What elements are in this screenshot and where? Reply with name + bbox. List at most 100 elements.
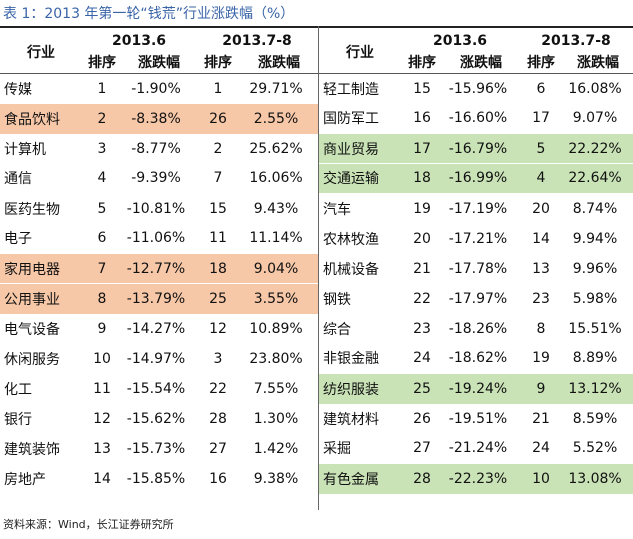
rank1-cell: 14	[93, 470, 111, 487]
change2-cell: 3.55%	[240, 283, 319, 314]
rank1-cell: 26	[413, 410, 431, 427]
table-row: 农林牧渔 20 -17.21% 14 9.94%	[319, 224, 633, 254]
rank2-cell: 2	[213, 140, 223, 157]
rank1-cell: 3	[97, 140, 107, 157]
rank2-cell: 16	[209, 470, 227, 487]
industry-cell: 房地产	[4, 471, 46, 488]
change2-cell: 11.14%	[249, 230, 303, 247]
rank1-cell: 20	[413, 230, 431, 247]
change1-cell: -13.79%	[122, 283, 196, 314]
rank2-header: 排序	[527, 55, 555, 71]
change1-cell: -15.54%	[126, 380, 186, 397]
rank2-cell: 12	[209, 320, 227, 337]
industry-cell: 传媒	[4, 81, 32, 98]
rank1-cell: 9	[97, 320, 107, 337]
change2-cell: 10.89%	[249, 320, 303, 337]
table-row: 国防军工 16 -16.60% 17 9.07%	[319, 104, 633, 134]
rank1-cell: 19	[413, 201, 431, 217]
change2-cell: 5.98%	[572, 290, 618, 307]
rank2-cell: 27	[209, 440, 227, 457]
table-row: 银行 12 -15.62% 28 1.30%	[0, 404, 318, 434]
rank2-cell: 25	[196, 283, 240, 314]
change2-header: 涨跌幅	[577, 55, 619, 71]
rank1-cell: 27	[413, 440, 431, 457]
rank2-cell: 11	[209, 230, 227, 247]
rank2-cell: 8	[536, 320, 546, 337]
table-row: 公用事业 8 -13.79% 25 3.55%	[0, 283, 319, 314]
industry-cell: 采掘	[323, 441, 351, 458]
table-row: 建筑装饰 13 -15.73% 27 1.42%	[0, 434, 318, 464]
change2-header: 涨跌幅	[258, 55, 300, 71]
industry-cell: 钢铁	[323, 291, 351, 308]
top-rule	[0, 26, 633, 28]
change2-cell: 8.89%	[572, 350, 618, 367]
rank1-cell: 5	[97, 201, 107, 217]
rank1-cell: 4	[82, 163, 122, 195]
rank2-cell: 20	[532, 201, 550, 217]
rank2-cell: 4	[519, 163, 563, 195]
change2-cell: 8.74%	[572, 201, 618, 217]
industry-cell: 公用事业	[0, 283, 82, 314]
industry-cell: 农林牧渔	[323, 231, 379, 248]
table-row: 电子 6 -11.06% 11 11.14%	[0, 224, 318, 254]
industry-cell: 医药生物	[4, 202, 60, 218]
industry-cell: 非银金融	[323, 351, 379, 368]
right-table: 行业 2013.6 2013.7-8 排序 涨跌幅 排序 涨跌幅 轻工制造 15-…	[319, 30, 633, 494]
industry-cell: 商业贸易	[319, 133, 401, 164]
change1-cell: -15.96%	[448, 80, 508, 97]
change2-cell: 5.52%	[572, 440, 618, 457]
rank2-cell: 28	[209, 410, 227, 427]
table-row: 纺织服装 25 -19.24% 9 13.12%	[319, 373, 633, 404]
industry-header: 行业	[346, 44, 374, 61]
table-row: 食品饮料 2 -8.38% 26 2.55%	[0, 103, 319, 134]
rank2-header: 排序	[204, 55, 232, 71]
rank2-cell: 3	[213, 350, 223, 367]
change2-cell: 2.55%	[240, 103, 319, 134]
table-row: 房地产 14 -15.85% 16 9.38%	[0, 464, 318, 494]
table-row: 电气设备 9 -14.27% 12 10.89%	[0, 314, 318, 344]
rank2-cell: 5	[519, 133, 563, 164]
change1-cell: -15.85%	[126, 470, 186, 487]
change1-cell: -9.39%	[122, 163, 196, 195]
rank2-cell: 17	[532, 110, 550, 127]
source-note: 资料来源：Wind，长江证券研究所	[3, 518, 174, 531]
rank1-cell: 15	[413, 80, 431, 97]
change2-cell: 1.30%	[253, 410, 299, 427]
change1-cell: -8.38%	[122, 103, 196, 134]
rank1-cell: 7	[82, 253, 122, 284]
change1-cell: -10.81%	[126, 201, 186, 217]
industry-cell: 食品饮料	[0, 103, 82, 134]
rank1-cell: 13	[93, 440, 111, 457]
change1-cell: -19.24%	[443, 373, 519, 404]
rank2-cell: 19	[532, 350, 550, 367]
table-row: 家用电器 7 -12.77% 18 9.04%	[0, 253, 319, 284]
change1-cell: -14.97%	[126, 350, 186, 367]
change1-cell: -8.77%	[131, 140, 181, 157]
change2-cell: 9.43%	[253, 201, 299, 217]
rank1-cell: 28	[401, 463, 443, 494]
change2-cell: 9.04%	[240, 253, 319, 284]
table-row: 建筑材料 26 -19.51% 21 8.59%	[319, 404, 633, 434]
industry-cell: 家用电器	[0, 253, 82, 284]
rank1-cell: 8	[82, 283, 122, 314]
change2-cell: 7.55%	[253, 380, 299, 397]
industry-cell: 汽车	[323, 202, 351, 218]
change2-cell: 9.38%	[253, 470, 299, 487]
rank2-cell: 6	[536, 80, 546, 97]
rank1-cell: 24	[413, 350, 431, 367]
industry-cell: 通信	[0, 163, 82, 195]
rank2-cell: 21	[532, 410, 550, 427]
change2-cell: 1.42%	[253, 440, 299, 457]
table-row: 休闲服务 10 -14.97% 3 23.80%	[0, 344, 318, 374]
change1-cell: -15.62%	[126, 410, 186, 427]
industry-cell: 电子	[4, 231, 32, 248]
industry-cell: 银行	[4, 411, 32, 428]
industry-cell: 综合	[323, 321, 351, 338]
table-row: 采掘 27 -21.24% 24 5.52%	[319, 434, 633, 464]
change2-cell: 8.59%	[572, 410, 618, 427]
table-row: 化工 11 -15.54% 22 7.55%	[0, 374, 318, 404]
change2-cell: 22.64%	[563, 163, 633, 195]
change1-cell: -16.99%	[443, 163, 519, 195]
change1-header: 涨跌幅	[138, 55, 180, 71]
change1-cell: -17.97%	[448, 290, 508, 307]
